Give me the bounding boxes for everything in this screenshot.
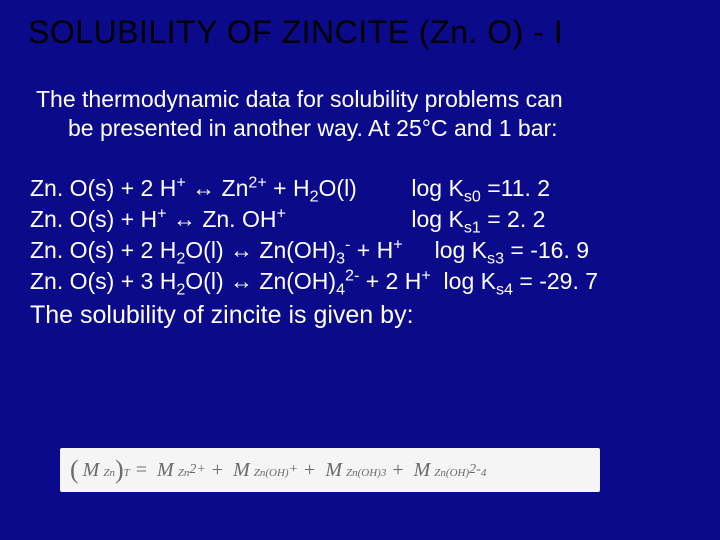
eq4-p-sup1: 2- [345,266,359,284]
eq2-logk-label: log K [411,206,463,232]
eq4-r-mid: O(l) [185,268,230,294]
formula-paren-close: ) [115,455,124,485]
eq1-reactant: Zn. O(s) + 2 H [30,175,176,201]
eq3-logk-label: log K [435,237,487,263]
formula-t3: M [325,459,342,482]
summary-text: The solubility of zincite is given by: [0,297,720,330]
eq4-arrow: ↔ [230,268,253,294]
formula-paren-open: ( [70,455,79,485]
eq1-prod-a: Zn [215,175,248,201]
formula-image: (MZn)T = MZn2+ + MZn(OH)+ + MZn(OH)3 + M… [60,448,600,492]
eq4-p-sup2: + [421,266,430,284]
eq4-r-sub: 2 [176,280,185,298]
equation-3: Zn. O(s) + 2 H2O(l) ↔ Zn(OH)3- + H+ log … [30,235,690,266]
eq3-r-sub: 2 [176,249,185,267]
eq3-p2: + H [350,237,393,263]
intro-line-1: The thermodynamic data for solubility pr… [36,86,563,112]
eq4-logk-val: = -29. 7 [513,268,598,294]
eq3-p-sup2: + [393,235,402,253]
eq1-prod-sub: 2 [310,187,319,205]
eq1-logk-val: =11. 2 [481,175,550,201]
eq3-p-sub1: 3 [336,249,345,267]
eq3-r-mid: O(l) [185,237,230,263]
equation-1: Zn. O(s) + 2 H+ ↔ Zn2+ + H2O(l) log Ks0 … [30,173,690,204]
eq3-arrow: ↔ [230,237,253,263]
formula-eq: = [136,459,147,482]
eq1-prod-tail: O(l) [319,175,357,201]
eq4-logk-label: log K [444,268,496,294]
eq2-logk-sub: s1 [464,218,481,236]
eq4-p1: Zn(OH) [253,268,336,294]
equation-block: Zn. O(s) + 2 H+ ↔ Zn2+ + H2O(l) log Ks0 … [0,143,720,297]
eq3-reactant: Zn. O(s) + 2 H [30,237,176,263]
eq1-logk-sub: s0 [464,187,481,205]
eq2-logk-val: = 2. 2 [481,206,546,232]
equation-2: Zn. O(s) + H+ ↔ Zn. OH+ log Ks1 = 2. 2 [30,204,690,235]
eq4-reactant: Zn. O(s) + 3 H [30,268,176,294]
formula-plus1: + [212,459,223,482]
eq1-prod-mid: + H [267,175,310,201]
eq3-logk-sub: s3 [487,249,504,267]
intro-line-2: be presented in another way. At 25°C and… [36,114,684,143]
eq3-p1: Zn(OH) [253,237,336,263]
eq1-logk-label: log K [411,175,463,201]
eq1-reactant-sup: + [176,173,185,191]
eq1-arrow: ↔ [192,175,215,201]
formula-plus3: + [392,459,403,482]
eq2-reactant: Zn. O(s) + H [30,206,157,232]
eq3-logk-val: = -16. 9 [504,237,589,263]
formula-t4: M [414,459,431,482]
eq2-reactant-sup: + [157,204,166,222]
eq2-prod-sup: + [276,204,285,222]
eq4-p2: + 2 H [359,268,421,294]
formula-M1: M [83,459,100,482]
eq4-logk-sub: s4 [496,280,513,298]
slide: SOLUBILITY OF ZINCITE (Zn. O) - I The th… [0,0,720,540]
formula-plus2: + [304,459,315,482]
equation-4: Zn. O(s) + 3 H2O(l) ↔ Zn(OH)42- + 2 H+ l… [30,266,690,297]
eq1-prod-sup: 2+ [248,173,266,191]
intro-text: The thermodynamic data for solubility pr… [0,61,720,143]
eq2-prod-a: Zn. OH [196,206,277,232]
eq4-p-sub1: 4 [336,280,345,298]
slide-title: SOLUBILITY OF ZINCITE (Zn. O) - I [0,0,720,61]
eq2-arrow: ↔ [173,206,196,232]
formula-t2: M [233,459,250,482]
formula-t1: M [157,459,174,482]
